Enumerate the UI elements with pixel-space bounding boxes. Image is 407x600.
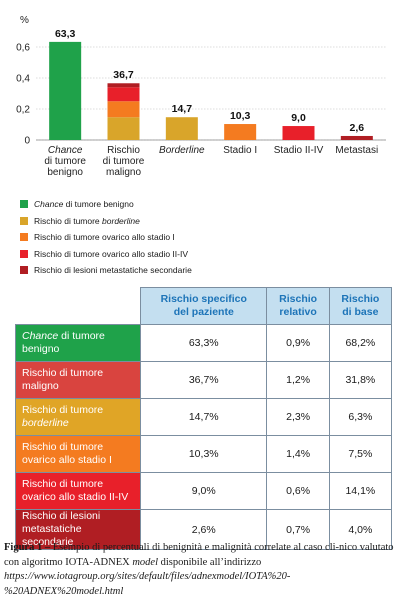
bar-segment (107, 83, 140, 88)
caption-url: https://www.iotagroup.org/sites/default/… (4, 571, 291, 597)
legend-swatch (20, 233, 28, 242)
x-tick-label: Rischio (107, 145, 140, 156)
x-tick-label: benigno (47, 167, 83, 178)
header-specific-risk: Rischio specifico del paziente (139, 287, 268, 325)
table-cell: 6,3% (328, 398, 393, 436)
x-tick-label: di tumore (103, 156, 145, 167)
bar (165, 117, 198, 140)
header-relative-risk: Rischio relativo (266, 287, 330, 325)
caption-text-2: disponibile all’indirizzo (158, 556, 262, 568)
table-row: Rischio di tumore ovarico allo stadio I 10… (15, 435, 393, 473)
data-label: 36,7 (113, 69, 134, 81)
x-tick-label: Stadio II-IV (274, 145, 324, 156)
data-label: 63,3 (55, 28, 76, 40)
x-tick-label: di tumore (44, 156, 86, 167)
table-cell: 36,7% (139, 361, 268, 399)
table-cell: 0,6% (266, 472, 330, 510)
table-row: Chance di tumore benigno 63,3% 0,9% 68,2% (15, 324, 393, 362)
x-tick-label: Borderline (159, 145, 205, 156)
table-cell: 0,9% (266, 324, 330, 362)
legend-swatch (20, 200, 28, 209)
figure-caption: Figura 1 – Esempio di percentuali di ben… (4, 541, 404, 599)
legend-item: Rischio di tumore borderline (20, 213, 192, 230)
data-label: 14,7 (172, 103, 193, 115)
bar (340, 135, 373, 140)
legend-swatch (20, 216, 28, 225)
y-tick-label: 0,2 (16, 105, 30, 116)
legend-item: Rischio di tumore ovarico allo stadio I (20, 229, 192, 246)
table-cell: 10,3% (139, 435, 268, 473)
row-label: Rischio di tumore maligno (15, 361, 141, 399)
table-cell: 68,2% (328, 324, 393, 362)
header-base-risk: Rischio di base (328, 287, 393, 325)
data-label: 2,6 (350, 122, 365, 134)
legend-label: Rischio di tumore borderline (34, 215, 140, 226)
row-label: Rischio di tumore borderline (15, 398, 141, 436)
bar (282, 126, 315, 140)
legend-item: Rischio di lesioni metastatiche secondar… (20, 262, 192, 279)
bar (224, 124, 257, 140)
bar-segment (107, 87, 140, 102)
table-row: Rischio di tumore ovarico allo stadio II-… (15, 472, 393, 510)
table-row: Rischio di lesioni metastatiche secondari… (15, 508, 393, 551)
legend-item: Rischio di tumore ovarico allo stadio II… (20, 246, 192, 263)
legend-swatch (20, 266, 28, 275)
y-tick-label: 0,6 (16, 43, 30, 54)
legend-label: Rischio di tumore ovarico allo stadio II… (34, 248, 189, 259)
table-cell: 7,5% (328, 435, 393, 473)
row-label: Rischio di tumore ovarico allo stadio II-… (15, 472, 141, 510)
table-cell: 0,7% (266, 508, 330, 551)
data-label: 10,3 (230, 110, 251, 122)
legend-label: Rischio di tumore ovarico allo stadio I (34, 232, 175, 243)
table-cell: 14,1% (328, 472, 393, 510)
row-label: Chance di tumore benigno (15, 324, 141, 362)
row-label: Rischio di lesioni metastatiche secondari… (15, 508, 141, 551)
data-label: 9,0 (291, 112, 306, 124)
table-cell: 63,3% (139, 324, 268, 362)
table-row: Rischio di tumore borderline 14,7% 2,3% 6,3% (15, 398, 393, 436)
legend-label: Rischio di lesioni metastatiche secondar… (34, 265, 192, 276)
y-unit-label: % (20, 15, 29, 26)
table-row: Rischio di tumore maligno 36,7% 1,2% 31,8% (15, 361, 393, 399)
bar-segment (107, 117, 140, 140)
x-tick-label: maligno (106, 167, 141, 178)
legend-label: Chance di tumore benigno (34, 199, 134, 210)
table-corner-cell (15, 287, 141, 325)
bar-segment (107, 101, 140, 118)
caption-italic-model: model (132, 556, 159, 568)
chart-legend: Chance di tumore benigno Rischio di tumor… (20, 196, 192, 279)
table-cell: 2,3% (266, 398, 330, 436)
table-cell: 2,6% (139, 508, 268, 551)
table-cell: 9,0% (139, 472, 268, 510)
caption-figure-number: Figura 1 – (4, 542, 51, 553)
y-tick-label: 0 (24, 136, 30, 147)
y-tick-label: 0,4 (16, 74, 30, 85)
legend-swatch (20, 249, 28, 258)
x-tick-label: Stadio I (223, 145, 257, 156)
legend-item: Chance di tumore benigno (20, 196, 192, 213)
caption-text-1: Esempio di percentuali di benignità e ma… (4, 542, 394, 568)
table-cell: 1,4% (266, 435, 330, 473)
table-header-row: Rischio specifico del paziente Rischio rel… (15, 287, 393, 325)
x-tick-label: Metastasi (335, 145, 378, 156)
table-cell: 1,2% (266, 361, 330, 399)
x-tick-label: Chance (48, 145, 83, 156)
table-cell: 31,8% (328, 361, 393, 399)
row-label: Rischio di tumore ovarico allo stadio I (15, 435, 141, 473)
table-cell: 4,0% (328, 508, 393, 551)
table-cell: 14,7% (139, 398, 268, 436)
risk-table: Rischio specifico del paziente Rischio rel… (15, 287, 393, 551)
bar (49, 41, 82, 141)
